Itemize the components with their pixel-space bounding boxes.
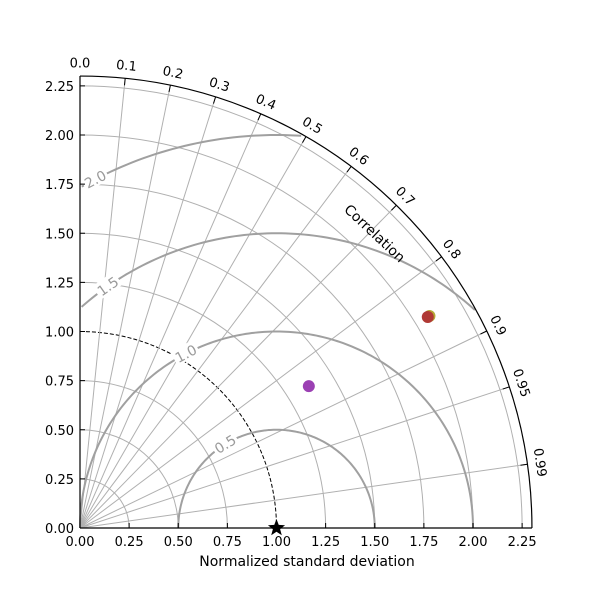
rms-label-bg xyxy=(209,429,240,457)
y-tick-label: 0.25 xyxy=(45,473,74,488)
y-tick-label: 1.00 xyxy=(45,326,74,341)
correlation-tick xyxy=(480,330,487,335)
correlation-tick-label: 0.4 xyxy=(253,92,278,114)
y-tick-label: 0.75 xyxy=(45,375,74,390)
y-tick-label: 1.25 xyxy=(45,276,74,291)
rms-contour xyxy=(81,133,302,188)
correlation-grid-line xyxy=(79,386,510,529)
correlation-tick-label: 0.0 xyxy=(70,57,91,72)
x-tick-label: 0.00 xyxy=(66,535,95,550)
rms-contour xyxy=(177,428,376,529)
std-grid-arc xyxy=(79,429,179,529)
reference-star-marker xyxy=(267,519,286,536)
x-axis-label: Normalized standard deviation xyxy=(199,554,414,570)
rms-contour-layer: 0.51.01.52.0 xyxy=(79,133,476,529)
x-tick-label: 1.50 xyxy=(360,535,389,550)
rms-label-bg xyxy=(170,339,201,366)
grid-layer xyxy=(79,78,528,529)
std-grid-arc xyxy=(79,183,425,529)
correlation-tick xyxy=(168,85,171,93)
correlation-tick xyxy=(302,136,307,143)
y-tick-label: 2.25 xyxy=(45,80,74,95)
correlation-grid-line xyxy=(79,256,442,529)
correlation-tick xyxy=(346,166,352,173)
y-tick-label: 1.75 xyxy=(45,178,74,193)
correlation-tick xyxy=(520,463,528,466)
y-tick-label: 2.00 xyxy=(45,129,74,144)
correlation-grid-line xyxy=(79,85,171,529)
rms-contour-label: 1.5 xyxy=(95,274,122,300)
correlation-tick xyxy=(502,386,510,390)
std-grid-arc xyxy=(79,232,376,529)
y-tick-label: 1.50 xyxy=(45,227,74,242)
correlation-tick xyxy=(123,78,126,86)
rms-label-bg xyxy=(79,165,111,192)
x-tick-label: 1.00 xyxy=(262,535,291,550)
correlation-tick xyxy=(391,204,397,211)
data-point xyxy=(302,380,315,393)
std-grid-arc xyxy=(79,380,228,529)
x-tick-label: 2.00 xyxy=(459,535,488,550)
correlation-tick-label: 0.95 xyxy=(509,367,532,399)
rms-label-bg xyxy=(92,271,123,300)
correlation-grid-line xyxy=(79,463,528,529)
points-layer xyxy=(267,310,436,536)
reference-std-arc xyxy=(79,331,277,529)
std-grid-arc xyxy=(79,281,327,529)
std-grid-arc xyxy=(79,134,474,529)
std-grid-arc xyxy=(79,85,523,529)
correlation-tick xyxy=(213,96,217,104)
correlation-grid-line xyxy=(79,166,352,529)
y-tick-label: 0.50 xyxy=(45,424,74,439)
correlation-grid-line xyxy=(79,113,262,529)
data-point xyxy=(421,311,434,324)
x-tick-label: 0.25 xyxy=(115,535,144,550)
correlation-tick-label: 0.2 xyxy=(161,64,184,83)
ticks-layer: 0.000.00 0.25 0.25 0.50 0.50 0.75 0.75 1.00 1.00… xyxy=(45,57,549,550)
correlation-tick-label: 0.1 xyxy=(115,58,137,75)
x-tick-label: 2.25 xyxy=(508,535,537,550)
correlation-grid-line xyxy=(79,96,217,529)
rms-contour xyxy=(79,330,474,529)
correlation-tick-label: 0.3 xyxy=(207,75,231,96)
correlation-outer-arc xyxy=(79,75,533,529)
x-tick-label: 1.75 xyxy=(409,535,438,550)
correlation-tick xyxy=(435,256,442,262)
correlation-tick xyxy=(257,113,262,121)
x-tick-label: 0.75 xyxy=(213,535,242,550)
correlation-grid-line xyxy=(79,78,126,529)
angular-axis-label: Correlation xyxy=(340,202,407,266)
axes-layer xyxy=(79,75,533,529)
y-tick-label: 0.00 xyxy=(45,522,74,537)
x-tick-label: 0.50 xyxy=(164,535,193,550)
correlation-grid-line xyxy=(79,136,307,529)
rms-contour xyxy=(80,232,476,311)
correlation-grid-line xyxy=(79,204,397,529)
correlation-tick-label: 0.99 xyxy=(530,447,549,478)
correlation-tick-label: 0.9 xyxy=(486,313,509,338)
x-tick-label: 1.25 xyxy=(311,535,340,550)
